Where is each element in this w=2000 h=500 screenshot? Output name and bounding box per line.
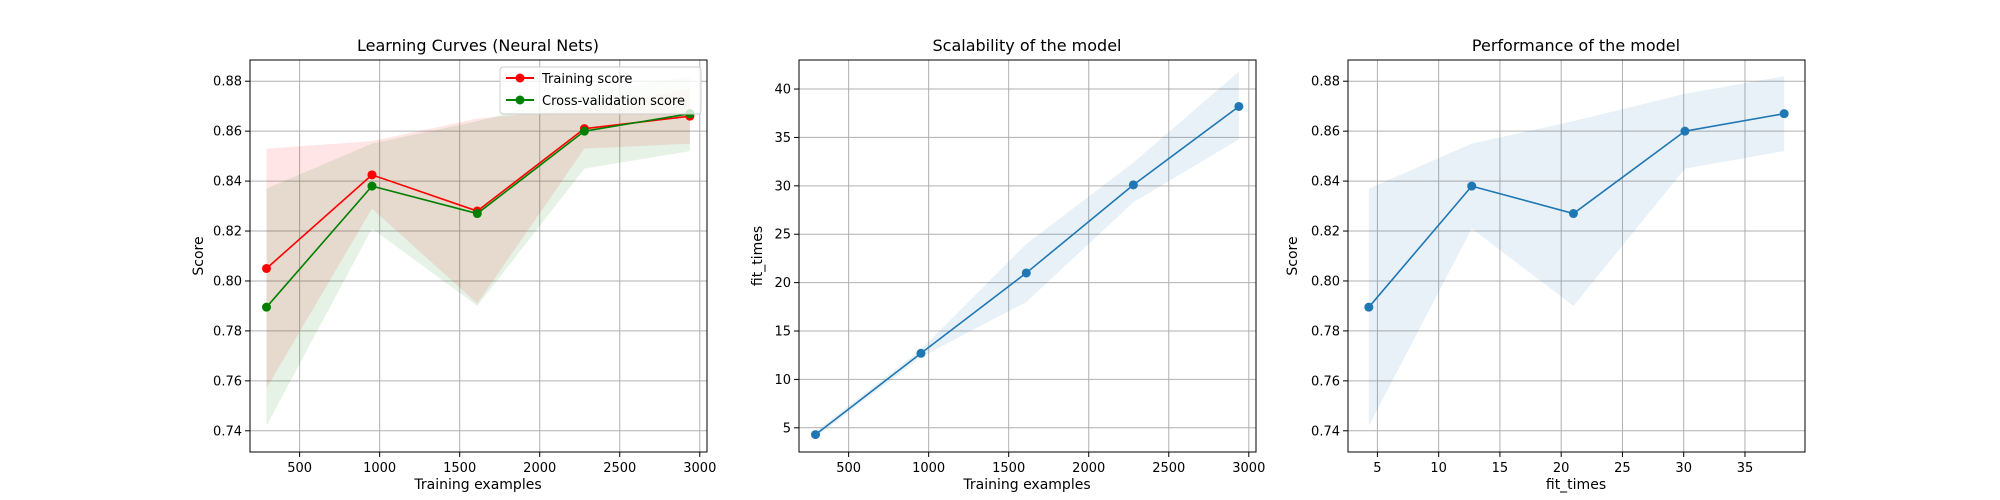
y-tick-label: 40 bbox=[774, 83, 791, 98]
y-tick-label: 0.84 bbox=[1311, 175, 1340, 190]
plot-area: 5 10 15 20 25 30 35 0.74 0.76 0.78 0.80 0.82 0.84 0.8… bbox=[1311, 59, 1806, 476]
data-point-series-1 bbox=[472, 209, 482, 219]
subplot-learning-curves: 500 1000 1500 2000 2500 3000 0.74 0.76 0.78 0.80 0… bbox=[191, 36, 716, 493]
subplot-performance: 5 10 15 20 25 30 35 0.74 0.76 0.78 0.80 0.82 0.84 0.8… bbox=[1285, 36, 1806, 493]
x-axis-label: Training examples bbox=[413, 477, 541, 493]
y-tick-label: 25 bbox=[774, 228, 791, 243]
data-point-series-0 bbox=[261, 263, 271, 273]
data-point-series-1 bbox=[261, 302, 271, 312]
y-tick-label: 10 bbox=[774, 373, 791, 388]
y-tick-label: 0.86 bbox=[1311, 125, 1340, 140]
plot-area: 500 1000 1500 2000 2500 3000 5 10 15 20 25 30 35 40 bbox=[774, 59, 1265, 476]
data-point-series-0 bbox=[916, 348, 926, 358]
x-tick-label: 1500 bbox=[992, 461, 1025, 476]
y-tick-label: 0.82 bbox=[1311, 225, 1340, 240]
data-point-series-0 bbox=[1128, 180, 1138, 190]
x-tick-label: 1500 bbox=[443, 461, 476, 476]
x-tick-label: 2500 bbox=[603, 461, 636, 476]
legend-label-cv: Cross-validation score bbox=[542, 94, 685, 109]
y-tick-label: 0.82 bbox=[213, 225, 242, 240]
y-tick-label: 0.76 bbox=[1311, 374, 1340, 389]
y-axis-label: Score bbox=[1285, 236, 1301, 275]
y-tick-label: 0.80 bbox=[213, 274, 242, 289]
chart-title: Performance of the model bbox=[1472, 36, 1680, 55]
data-point-series-0 bbox=[1021, 268, 1031, 278]
data-point-series-0 bbox=[1779, 109, 1789, 119]
subplot-scalability: 500 1000 1500 2000 2500 3000 5 10 15 20 25 30 35 40 S… bbox=[750, 36, 1265, 493]
y-tick-label: 20 bbox=[774, 276, 791, 291]
y-tick-label: 5 bbox=[783, 421, 791, 436]
plot-area: 500 1000 1500 2000 2500 3000 0.74 0.76 0.78 0.80 0… bbox=[213, 59, 716, 476]
x-axis-label: fit_times bbox=[1546, 477, 1606, 493]
data-point-series-0 bbox=[810, 430, 820, 440]
confidence-band-series-0 bbox=[815, 71, 1239, 438]
x-tick-label: 3000 bbox=[683, 461, 716, 476]
chart-title: Learning Curves (Neural Nets) bbox=[357, 36, 599, 55]
x-tick-label: 2000 bbox=[523, 461, 556, 476]
x-tick-label: 15 bbox=[1492, 461, 1509, 476]
confidence-band-series-1 bbox=[266, 76, 690, 426]
legend: Training score Cross-validation score bbox=[499, 66, 702, 115]
x-tick-label: 10 bbox=[1430, 461, 1447, 476]
x-tick-label: 3000 bbox=[1232, 461, 1265, 476]
axes-frame bbox=[798, 59, 1257, 453]
legend-marker-cv bbox=[515, 95, 525, 105]
data-point-series-0 bbox=[1467, 181, 1477, 191]
data-point-series-0 bbox=[367, 170, 377, 180]
legend-box bbox=[499, 66, 702, 115]
legend-marker-training bbox=[515, 73, 525, 83]
y-tick-label: 0.74 bbox=[213, 424, 242, 439]
y-tick-label: 0.88 bbox=[213, 75, 242, 90]
x-tick-label: 20 bbox=[1553, 461, 1570, 476]
y-tick-label: 0.84 bbox=[213, 175, 242, 190]
y-tick-label: 15 bbox=[774, 325, 791, 340]
x-tick-label: 35 bbox=[1737, 461, 1754, 476]
y-tick-label: 0.80 bbox=[1311, 274, 1340, 289]
chart-title: Scalability of the model bbox=[933, 36, 1122, 55]
x-tick-label: 1000 bbox=[363, 461, 396, 476]
data-point-series-0 bbox=[1364, 302, 1374, 312]
y-tick-label: 35 bbox=[774, 131, 791, 146]
data-point-series-1 bbox=[367, 181, 377, 191]
y-tick-label: 0.88 bbox=[1311, 75, 1340, 90]
x-tick-label: 1000 bbox=[912, 461, 945, 476]
y-tick-label: 0.78 bbox=[213, 324, 242, 339]
y-tick-label: 0.78 bbox=[1311, 324, 1340, 339]
data-point-series-0 bbox=[1680, 126, 1690, 136]
y-axis-label: Score bbox=[191, 236, 207, 275]
x-tick-label: 2000 bbox=[1072, 461, 1105, 476]
legend-label-training: Training score bbox=[541, 72, 632, 87]
confidence-band-series-0 bbox=[266, 88, 690, 389]
x-tick-label: 500 bbox=[836, 461, 861, 476]
x-tick-label: 30 bbox=[1675, 461, 1692, 476]
x-tick-label: 2500 bbox=[1152, 461, 1185, 476]
y-tick-label: 0.86 bbox=[213, 125, 242, 140]
x-tick-label: 25 bbox=[1614, 461, 1631, 476]
data-point-series-1 bbox=[579, 126, 589, 136]
axes-frame bbox=[1347, 59, 1806, 453]
axes-frame bbox=[249, 59, 708, 453]
confidence-band-series-0 bbox=[1368, 76, 1785, 426]
data-point-series-0 bbox=[1568, 209, 1578, 219]
data-point-series-0 bbox=[1234, 101, 1244, 111]
y-axis-label: fit_times bbox=[750, 226, 766, 286]
x-axis-label: Training examples bbox=[962, 477, 1090, 493]
y-tick-label: 30 bbox=[774, 179, 791, 194]
y-tick-label: 0.76 bbox=[213, 374, 242, 389]
x-tick-label: 5 bbox=[1373, 461, 1381, 476]
x-tick-label: 500 bbox=[287, 461, 312, 476]
y-tick-label: 0.74 bbox=[1311, 424, 1340, 439]
